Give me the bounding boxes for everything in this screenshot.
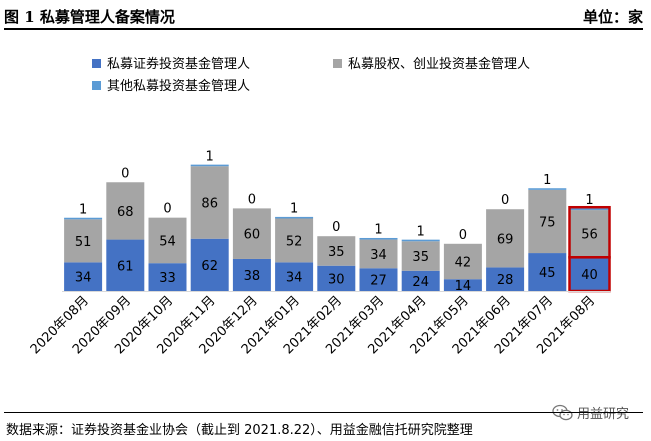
data-source-note: 数据来源：证券投资基金业协会（截止到 2021.8.22）、用益金融信托研究院整… xyxy=(6,423,473,438)
watermark: 用益研究 xyxy=(552,403,629,422)
bar-1-5 xyxy=(232,258,271,291)
legend-swatch-1 xyxy=(92,59,101,68)
data-label-3-2: 0 xyxy=(121,166,129,181)
data-label-2-9: 35 xyxy=(412,250,429,265)
data-label-1-13: 40 xyxy=(581,268,598,283)
data-label-2-11: 69 xyxy=(497,232,514,247)
x-tick-labels: 2020年08月2020年09月2020年10月2020年11月2020年12月… xyxy=(28,293,598,357)
bar-2-5 xyxy=(232,208,271,259)
bar-2-8 xyxy=(359,239,398,269)
data-label-3-3: 0 xyxy=(163,202,171,217)
data-label-3-6: 1 xyxy=(290,202,298,217)
legend-label-1: 私募证券投资基金管理人 xyxy=(107,56,250,72)
bottom-rule xyxy=(4,412,643,413)
data-label-1-2: 61 xyxy=(117,259,134,274)
bar-2-1 xyxy=(64,219,103,263)
bar-2-9 xyxy=(401,241,440,271)
bar-3-9 xyxy=(401,239,440,242)
data-label-1-4: 62 xyxy=(201,259,218,274)
bar-1-6 xyxy=(275,262,314,291)
data-label-2-5: 60 xyxy=(244,228,261,243)
bar-3-4 xyxy=(190,164,229,167)
bar-1-10 xyxy=(443,279,482,291)
data-label-1-7: 30 xyxy=(328,272,345,287)
data-label-3-4: 1 xyxy=(206,149,214,164)
bar-1-1 xyxy=(64,262,103,291)
data-label-2-2: 68 xyxy=(117,205,134,220)
highlight-box-pe-vc xyxy=(568,205,611,259)
data-label-3-11: 0 xyxy=(501,193,509,208)
bar-1-7 xyxy=(317,265,356,291)
data-label-2-1: 51 xyxy=(75,235,92,250)
data-label-1-3: 33 xyxy=(159,271,176,286)
data-label-1-5: 38 xyxy=(244,269,261,284)
data-label-2-13: 56 xyxy=(581,228,598,243)
data-label-3-7: 0 xyxy=(332,220,340,235)
data-label-3-13: 1 xyxy=(585,193,593,208)
bar-2-3 xyxy=(148,217,187,264)
data-label-3-10: 0 xyxy=(459,228,467,243)
unit-label: 单位：家 xyxy=(582,8,643,26)
data-label-3-8: 1 xyxy=(374,223,382,238)
data-label-3-12: 1 xyxy=(543,173,551,188)
legend-label-3: 其他私募投资基金管理人 xyxy=(107,78,250,94)
data-label-2-8: 34 xyxy=(370,248,387,263)
data-label-3-1: 1 xyxy=(79,203,87,218)
data-label-1-1: 34 xyxy=(75,271,92,286)
bar-2-11 xyxy=(486,209,525,268)
data-label-2-4: 86 xyxy=(201,196,218,211)
bar-1-13 xyxy=(570,257,609,291)
data-label-1-11: 28 xyxy=(497,273,514,288)
bar-1-3 xyxy=(148,263,187,291)
bar-1-2 xyxy=(106,239,145,291)
bar-3-13 xyxy=(570,208,609,211)
legend-label-2: 私募股权、创业投资基金管理人 xyxy=(348,56,530,72)
data-label-2-3: 54 xyxy=(159,234,176,249)
data-label-2-6: 52 xyxy=(286,234,303,249)
bar-1-8 xyxy=(359,268,398,291)
data-label-1-6: 34 xyxy=(286,271,303,286)
bar-1-9 xyxy=(401,270,440,291)
legend-swatch-3 xyxy=(92,81,101,90)
bars-group: 34 51 1 61 68 0 33 54 0 62 86 1 38 60 0 34 52 1 30 35 0 27 34 1… xyxy=(64,149,611,294)
bar-1-11 xyxy=(486,267,525,291)
legend-swatch-2 xyxy=(333,59,342,68)
bar-2-4 xyxy=(190,166,229,239)
bar-2-6 xyxy=(275,218,314,263)
bar-3-6 xyxy=(275,216,314,219)
bar-1-12 xyxy=(528,253,567,291)
data-label-2-7: 35 xyxy=(328,245,345,260)
data-label-3-9: 1 xyxy=(417,224,425,239)
data-label-3-5: 0 xyxy=(248,192,256,207)
figure-title: 图 1 私募管理人备案情况 xyxy=(4,8,175,26)
bar-2-7 xyxy=(317,236,356,266)
bar-3-12 xyxy=(528,188,567,190)
watermark-text: 用益研究 xyxy=(576,407,629,422)
data-label-1-10: 14 xyxy=(455,279,472,294)
bar-2-2 xyxy=(106,182,145,240)
data-label-2-12: 75 xyxy=(539,215,556,230)
title-bar: 图 1 私募管理人备案情况 单位：家 xyxy=(4,4,643,28)
data-label-1-12: 45 xyxy=(539,266,556,281)
data-label-2-10: 42 xyxy=(455,255,472,270)
bar-1-4 xyxy=(190,238,229,291)
data-label-1-9: 24 xyxy=(412,275,429,290)
bar-3-1 xyxy=(64,217,103,220)
bar-2-10 xyxy=(443,243,482,280)
bar-3-8 xyxy=(359,237,398,240)
bar-2-13 xyxy=(570,210,609,258)
bar-2-12 xyxy=(528,189,567,254)
top-rule xyxy=(4,28,643,30)
data-label-1-8: 27 xyxy=(370,274,387,289)
